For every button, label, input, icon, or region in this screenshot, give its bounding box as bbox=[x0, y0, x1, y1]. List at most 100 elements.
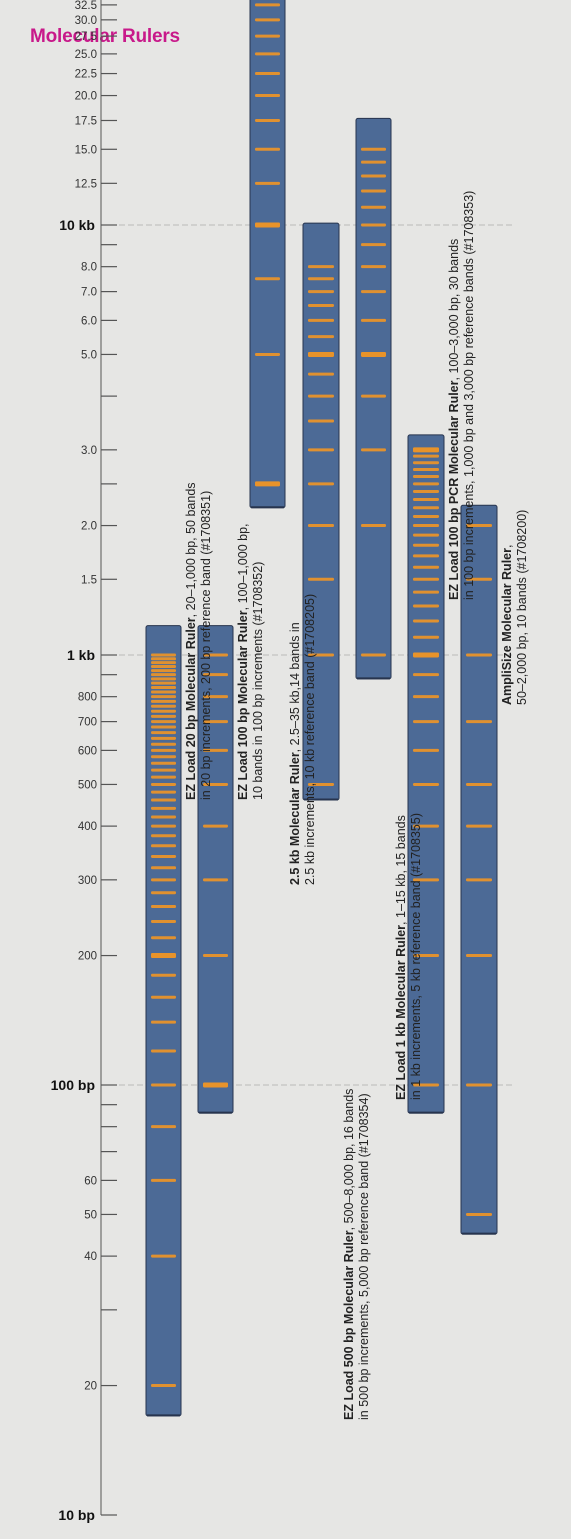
lane-caption-line1: EZ Load 100 bp PCR Molecular Ruler, 100–… bbox=[447, 191, 462, 600]
band bbox=[466, 1212, 492, 1216]
lane-detail: , bbox=[500, 544, 514, 549]
band bbox=[413, 720, 439, 724]
band bbox=[151, 1020, 176, 1024]
band bbox=[361, 243, 386, 247]
band bbox=[151, 936, 176, 940]
band bbox=[361, 290, 386, 294]
band bbox=[255, 118, 280, 122]
band bbox=[308, 448, 334, 452]
band bbox=[308, 482, 334, 486]
reference-band bbox=[151, 953, 176, 959]
band bbox=[361, 189, 386, 193]
lane-caption: EZ Load 500 bp Molecular Ruler, 500–8,00… bbox=[342, 1089, 372, 1420]
lane-detail: , 20–1,000 bp, 50 bands bbox=[184, 482, 198, 618]
band bbox=[151, 657, 176, 661]
reference-band bbox=[255, 481, 280, 487]
band bbox=[308, 303, 334, 307]
band bbox=[255, 277, 280, 281]
band bbox=[203, 673, 228, 677]
band bbox=[151, 854, 176, 858]
band bbox=[151, 768, 176, 772]
band bbox=[255, 352, 280, 356]
lane-caption: EZ Load 20 bp Molecular Ruler, 20–1,000 … bbox=[184, 482, 214, 800]
band bbox=[308, 372, 334, 376]
reference-band bbox=[413, 652, 439, 658]
band bbox=[203, 824, 228, 828]
axis-major-label: 100 bp bbox=[51, 1077, 95, 1093]
band bbox=[413, 533, 439, 537]
band bbox=[255, 52, 280, 56]
axis-label: 8.0 bbox=[81, 262, 97, 274]
band bbox=[308, 265, 334, 269]
axis-label: 25.0 bbox=[75, 49, 97, 61]
lane-detail: , 500–8,000 bp, 16 bands bbox=[342, 1088, 356, 1231]
axis-label: 20 bbox=[84, 1381, 97, 1393]
band bbox=[151, 815, 176, 819]
band bbox=[413, 490, 439, 494]
band bbox=[255, 18, 280, 22]
lane-caption-line1: EZ Load 100 bp Molecular Ruler, 100–1,00… bbox=[236, 523, 251, 800]
band bbox=[151, 1384, 176, 1388]
band bbox=[151, 669, 176, 673]
gel-lane bbox=[460, 504, 498, 1235]
axis-label: 22.5 bbox=[75, 69, 97, 81]
axis-label: 17.5 bbox=[75, 115, 97, 127]
band bbox=[255, 34, 280, 38]
band bbox=[361, 653, 386, 657]
band bbox=[413, 475, 439, 479]
band bbox=[151, 742, 176, 746]
band bbox=[413, 878, 439, 882]
gel-lane bbox=[355, 117, 392, 680]
band bbox=[151, 661, 176, 665]
band bbox=[413, 590, 439, 594]
band bbox=[255, 72, 280, 76]
axis-major-label: 10 bp bbox=[58, 1507, 95, 1523]
band bbox=[308, 524, 334, 528]
lane-caption-line1: 2.5 kb Molecular Ruler, 2.5–35 kb,14 ban… bbox=[288, 594, 303, 885]
band bbox=[308, 318, 334, 322]
band bbox=[151, 1049, 176, 1053]
band bbox=[466, 720, 492, 724]
band bbox=[151, 775, 176, 779]
band bbox=[203, 748, 228, 752]
band bbox=[413, 454, 439, 458]
axis-label: 7.0 bbox=[81, 287, 97, 299]
lane-caption-line2: 10 bands in 100 bp increments (#1708352) bbox=[251, 561, 265, 800]
band bbox=[413, 468, 439, 472]
band bbox=[151, 806, 176, 810]
band bbox=[151, 686, 176, 690]
reference-band bbox=[203, 1082, 228, 1088]
band bbox=[151, 824, 176, 828]
band bbox=[466, 577, 492, 581]
axis-major-label: 10 kb bbox=[59, 217, 95, 233]
band bbox=[413, 695, 439, 699]
lane-caption-line1: AmpliSize Molecular Ruler, bbox=[500, 510, 515, 705]
band bbox=[151, 714, 176, 718]
lane-name: EZ Load 100 bp PCR Molecular Ruler bbox=[447, 380, 461, 601]
lane-detail: , 100–1,000 bp, bbox=[236, 523, 250, 611]
band bbox=[308, 653, 334, 657]
band bbox=[151, 905, 176, 909]
band bbox=[413, 461, 439, 465]
axis-label: 600 bbox=[78, 745, 97, 757]
axis-label: 700 bbox=[78, 717, 97, 729]
band bbox=[151, 761, 176, 765]
lane-caption-line1: EZ Load 20 bp Molecular Ruler, 20–1,000 … bbox=[184, 482, 199, 800]
band bbox=[151, 790, 176, 794]
lane-caption: EZ Load 100 bp PCR Molecular Ruler, 100–… bbox=[447, 191, 477, 600]
band bbox=[413, 824, 439, 828]
band bbox=[308, 782, 334, 786]
lane-name: EZ Load 100 bp Molecular Ruler bbox=[236, 610, 250, 800]
axis-label: 12.5 bbox=[75, 178, 97, 190]
band bbox=[466, 824, 492, 828]
band bbox=[413, 565, 439, 569]
band bbox=[466, 1083, 492, 1087]
lane-name: EZ Load 20 bp Molecular Ruler bbox=[184, 617, 198, 800]
band bbox=[151, 720, 176, 724]
band bbox=[413, 497, 439, 501]
band bbox=[413, 482, 439, 486]
band bbox=[203, 720, 228, 724]
axis-label: 6.0 bbox=[81, 315, 97, 327]
band bbox=[151, 673, 176, 677]
